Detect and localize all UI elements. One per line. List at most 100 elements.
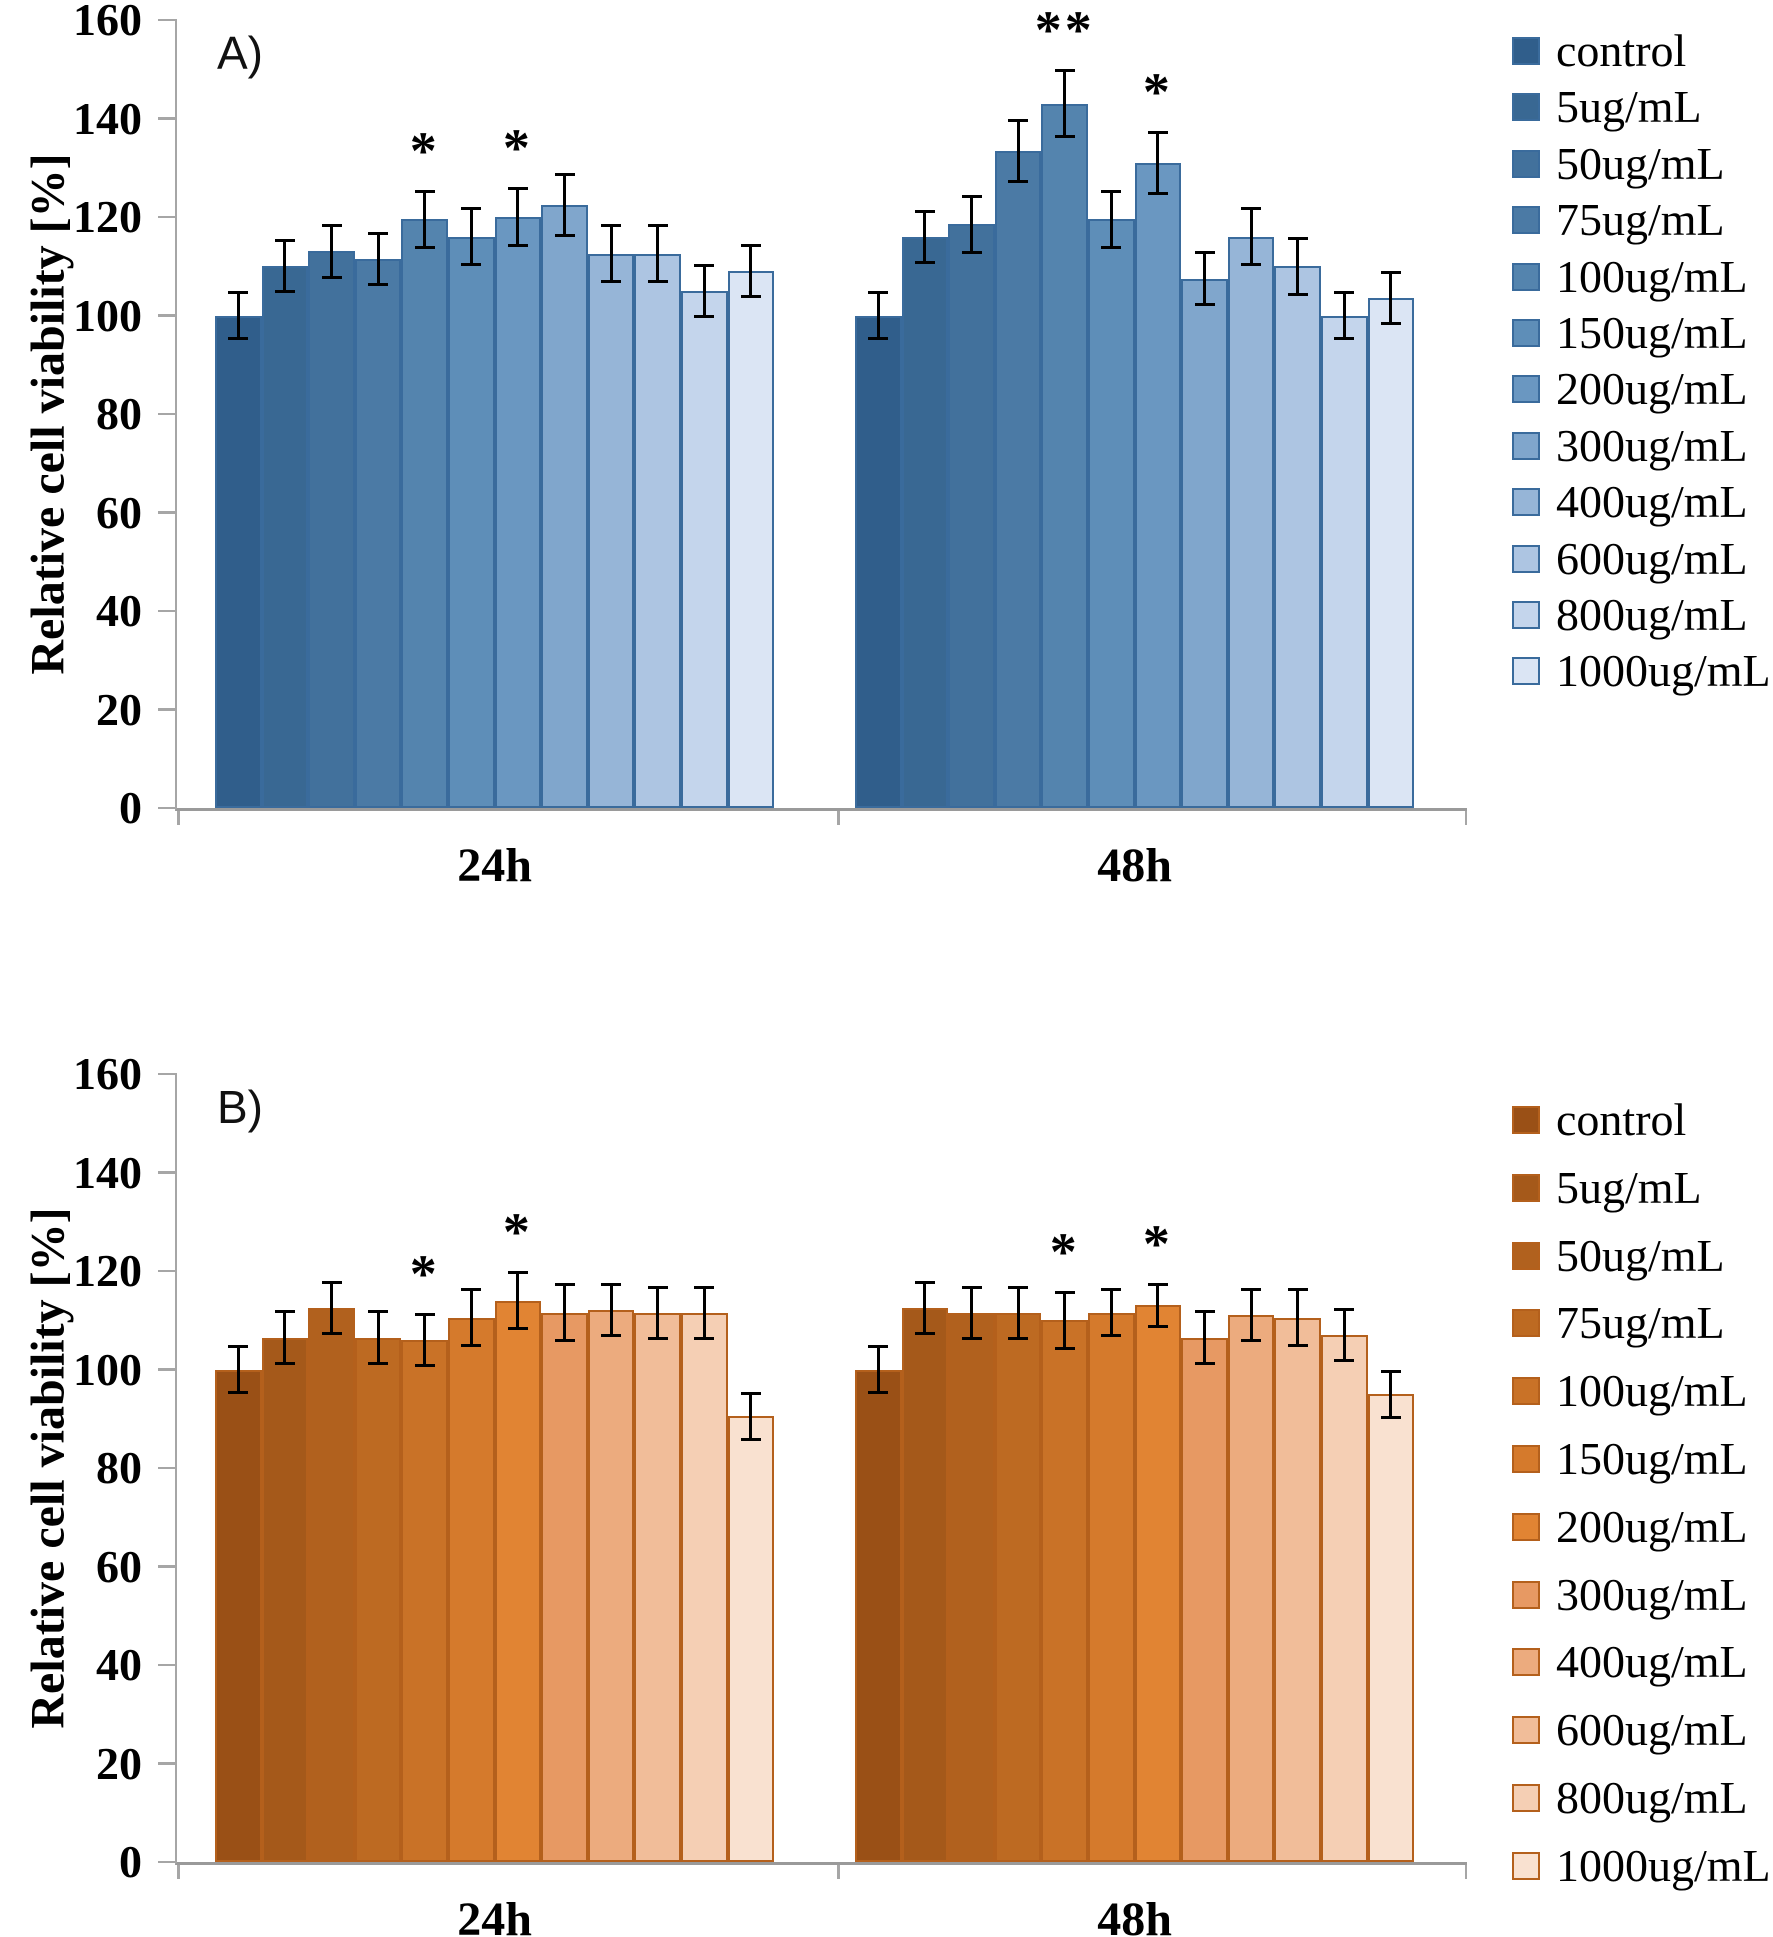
y-tick-label: 120 — [73, 1245, 142, 1296]
legend-label: 50ug/mL — [1556, 137, 1725, 189]
legend-swatch — [1512, 206, 1540, 235]
y-tick-label: 20 — [96, 1737, 142, 1789]
legend-label: 200ug/mL — [1556, 363, 1748, 415]
y-tick-label: 140 — [73, 1146, 142, 1198]
error-bar — [876, 1344, 880, 1395]
error-bar-cap — [368, 1361, 389, 1365]
legend-item: 400ug/mL — [1512, 1639, 1748, 1685]
error-bar — [1249, 1288, 1253, 1343]
legend-label: 75ug/mL — [1556, 194, 1725, 246]
legend-swatch — [1512, 1716, 1540, 1745]
legend-swatch — [1512, 1851, 1540, 1880]
error-bar — [1016, 118, 1020, 183]
error-bar — [749, 1391, 753, 1441]
y-tick-label: 40 — [96, 585, 142, 636]
error-bar — [1063, 69, 1067, 139]
error-bar-cap — [868, 290, 889, 294]
error-bar — [749, 244, 753, 299]
legend-swatch — [1512, 1580, 1540, 1609]
error-bar-cap — [368, 282, 389, 286]
error-bar-cap — [601, 224, 622, 228]
error-bar — [236, 1344, 240, 1395]
error-bar — [1342, 1307, 1346, 1363]
x-category-label: 48h — [1097, 839, 1172, 892]
x-axis-boundary-tick — [177, 811, 180, 825]
y-tick-label: 160 — [73, 1048, 142, 1099]
legend-item: 400ug/mL — [1512, 479, 1748, 525]
error-bar — [702, 1285, 706, 1340]
bar-5ug/mL-24h — [261, 1337, 309, 1862]
y-tick-label: 140 — [73, 92, 142, 144]
error-bar-cap — [228, 1391, 249, 1395]
legend-item: 1000ug/mL — [1512, 648, 1771, 694]
error-bar-cap — [321, 1280, 342, 1284]
y-tick-mark — [158, 806, 177, 810]
significance-marker: * — [1049, 1221, 1080, 1282]
bar-75ug/mL-24h — [354, 1337, 402, 1862]
significance-marker: ** — [1034, 0, 1095, 61]
bar-150ug/mL-24h — [448, 1317, 495, 1862]
error-bar — [423, 1312, 427, 1368]
bar-5ug/mL-24h — [261, 266, 309, 808]
panel-a: Relative cell viability [%] A) 160 140 120… — [22, 0, 1771, 892]
error-bar-cap — [914, 209, 935, 213]
error-bar — [1016, 1285, 1020, 1340]
error-bar-cap — [554, 1283, 575, 1287]
y-tick-mark — [158, 1368, 177, 1371]
bar-200ug/mL-48h — [1134, 162, 1182, 808]
error-bar — [656, 1285, 660, 1340]
bar-75ug/mL-48h — [994, 1312, 1042, 1862]
error-bar-cap — [694, 263, 715, 267]
bar-400ug/mL-24h — [587, 253, 635, 808]
error-bar-cap — [647, 280, 668, 284]
legend-swatch — [1512, 375, 1540, 404]
bar-800ug/mL-48h — [1321, 315, 1368, 808]
error-bar-cap — [601, 1283, 622, 1287]
error-bar — [1389, 271, 1393, 326]
error-bar-cap — [1054, 69, 1075, 73]
error-bar — [516, 187, 520, 247]
error-bar-cap — [1147, 130, 1168, 134]
legend-item: 50ug/mL — [1512, 137, 1725, 189]
error-bar-cap — [1194, 1310, 1215, 1314]
error-bar — [1109, 189, 1113, 249]
legend-label: 1000ug/mL — [1556, 1839, 1771, 1891]
error-bar-cap — [1054, 1290, 1075, 1294]
legend-label: 400ug/mL — [1556, 1636, 1748, 1688]
legend-swatch — [1512, 149, 1540, 178]
legend-swatch — [1512, 1512, 1540, 1541]
y-tick-mark — [158, 215, 177, 219]
legend-swatch — [1512, 488, 1540, 517]
error-bar-cap — [1147, 1324, 1168, 1328]
legend-item: 300ug/mL — [1512, 1571, 1748, 1618]
error-bar-cap — [274, 1361, 295, 1365]
bar-400ug/mL-24h — [587, 1310, 635, 1862]
error-bar — [236, 290, 240, 341]
legend-item: 100ug/mL — [1512, 1368, 1748, 1414]
significance-marker: * — [1142, 61, 1173, 122]
error-bar-cap — [507, 243, 528, 247]
x-axis-boundary-tick — [177, 1865, 180, 1879]
x-axis-boundary-tick — [837, 811, 840, 825]
error-bar-cap — [1241, 207, 1262, 211]
bar-800ug/mL-24h — [681, 1312, 728, 1862]
error-bar-cap — [1334, 290, 1355, 294]
bar-control-24h — [215, 1369, 262, 1862]
bar-300ug/mL-48h — [1181, 278, 1228, 808]
legend-item: 5ug/mL — [1512, 1164, 1702, 1211]
legend-item: 800ug/mL — [1512, 1775, 1748, 1821]
legend-swatch — [1512, 37, 1540, 65]
error-bar — [970, 194, 973, 254]
error-bar-cap — [1287, 292, 1308, 296]
x-category-label: 48h — [1097, 1893, 1172, 1937]
legend-swatch — [1512, 1445, 1540, 1473]
bar-50ug/mL-24h — [308, 1307, 355, 1862]
error-bar — [1203, 1310, 1206, 1365]
legend-label: 50ug/mL — [1556, 1229, 1725, 1281]
error-bar-cap — [321, 1332, 342, 1336]
error-bar-cap — [961, 1285, 982, 1289]
bar-1000ug/mL-24h — [727, 271, 775, 808]
x-axis-boundary-tick — [1464, 811, 1467, 825]
legend-item: 1000ug/mL — [1512, 1839, 1771, 1891]
error-bar — [1389, 1369, 1393, 1419]
